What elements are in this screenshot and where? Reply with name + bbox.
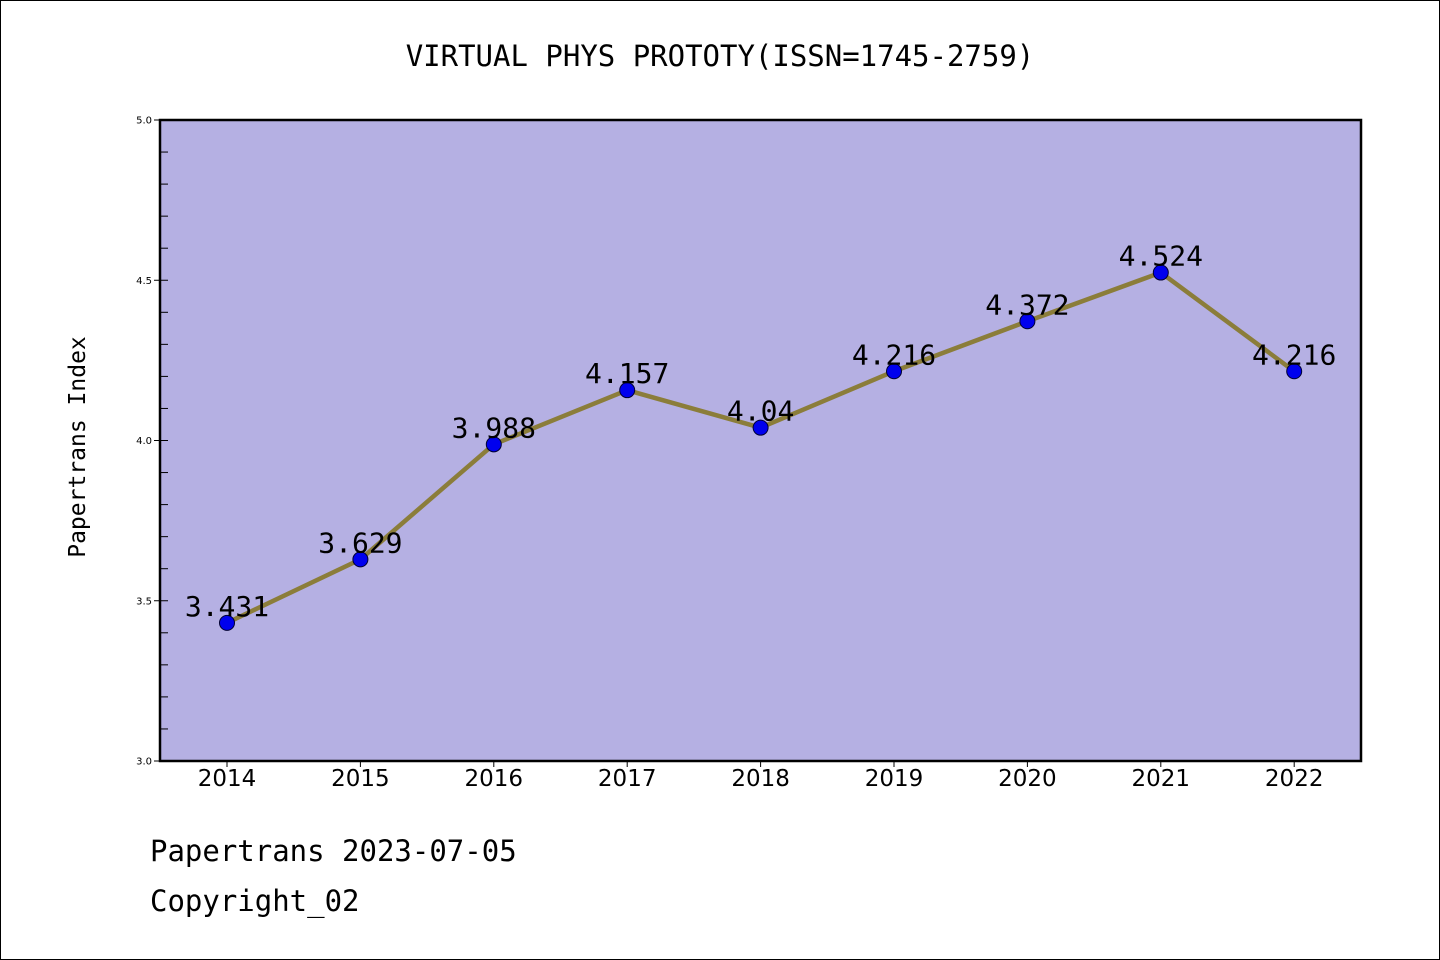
data-point bbox=[1152, 264, 1169, 281]
data-point bbox=[352, 551, 369, 568]
x-tick-label: 2016 bbox=[465, 766, 524, 792]
y-axis-minor-ticks bbox=[160, 119, 168, 762]
x-tick-label: 2015 bbox=[331, 766, 390, 792]
data-label: 4.216 bbox=[1252, 338, 1336, 371]
chart-title: VIRTUAL PHYS PROTOTY(ISSN=1745-2759) bbox=[406, 39, 1035, 73]
data-label: 3.431 bbox=[185, 590, 269, 623]
y-tick-label: 3.0 bbox=[136, 757, 152, 768]
data-point bbox=[619, 382, 636, 399]
y-tick-label: 3.5 bbox=[136, 596, 152, 607]
data-label: 3.629 bbox=[318, 526, 402, 559]
series-markers bbox=[219, 264, 1303, 631]
data-label: 4.524 bbox=[1119, 240, 1203, 273]
data-point bbox=[485, 436, 502, 453]
footer-copyright: Copyright_02 bbox=[150, 884, 360, 918]
footer-date: Papertrans 2023-07-05 bbox=[150, 834, 517, 868]
y-axis-label: Papertrans Index bbox=[65, 336, 91, 558]
y-tick-label: 4.5 bbox=[136, 276, 152, 287]
x-tick-label: 2019 bbox=[865, 766, 924, 792]
data-point bbox=[1286, 363, 1303, 380]
data-label: 4.157 bbox=[585, 357, 669, 390]
y-tick-label: 5.0 bbox=[136, 116, 152, 127]
x-tick-label: 2022 bbox=[1265, 766, 1324, 792]
x-axis: 2014 2015 2016 2017 2018 2019 2020 2021 2022 bbox=[198, 761, 1324, 792]
plot-area bbox=[158, 118, 1363, 763]
data-point bbox=[219, 614, 235, 631]
data-point bbox=[886, 363, 902, 380]
data-label: 4.216 bbox=[852, 338, 936, 371]
y-tick-label: 4.0 bbox=[136, 436, 152, 447]
data-label: 4.372 bbox=[985, 288, 1069, 321]
x-tick-label: 2020 bbox=[998, 766, 1057, 792]
data-point bbox=[752, 419, 769, 436]
x-tick-label: 2021 bbox=[1132, 766, 1191, 792]
x-tick-label: 2017 bbox=[598, 766, 657, 792]
data-labels: 3.431 3.629 3.988 4.157 4.04 4.216 4.372 4.524 4… bbox=[185, 240, 1336, 623]
x-tick-label: 2018 bbox=[731, 766, 790, 792]
y-axis: 3.0 3.5 4.0 4.5 5.0 bbox=[136, 116, 160, 768]
data-label: 4.04 bbox=[727, 395, 794, 428]
data-point bbox=[1019, 313, 1036, 330]
x-tick-label: 2014 bbox=[198, 766, 257, 792]
data-label: 3.988 bbox=[452, 411, 536, 444]
